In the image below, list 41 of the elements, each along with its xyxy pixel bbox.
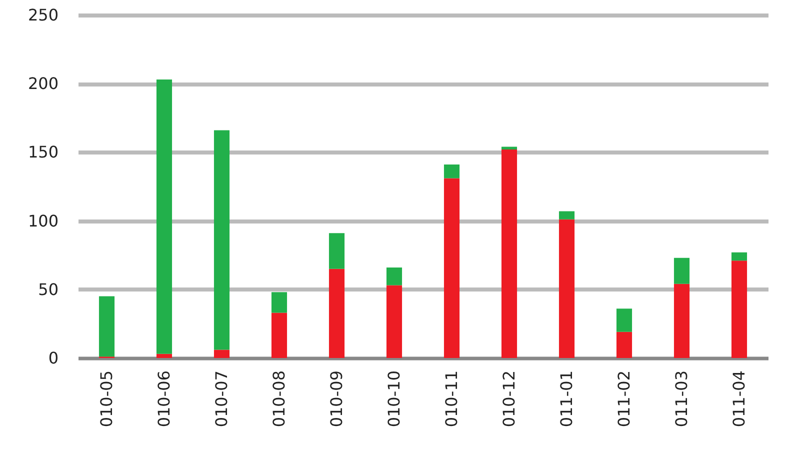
x-tick-label: 011-04 [729,370,748,428]
x-tick-label: 010-12 [499,370,518,428]
bar [156,79,172,354]
x-tick-label: 010-08 [269,370,288,428]
bar [386,285,402,358]
x-tick-label: 010-09 [326,370,346,428]
bar [271,312,288,358]
y-tick-label: 200 [28,74,58,94]
bar [731,260,748,358]
x-tick-label: 010-05 [96,370,116,428]
bar [386,267,402,286]
bar [674,284,690,358]
bar [98,296,115,357]
x-tick-label: 011-02 [614,370,634,428]
bar [444,178,460,358]
bar [271,292,288,313]
x-tick-label: 010-07 [212,370,231,428]
bar [731,252,748,261]
bar [444,164,460,178]
bar [558,211,575,220]
y-tick-label: 100 [28,211,58,230]
bar [501,146,518,150]
bar [328,268,345,358]
bar [501,149,518,358]
bar [616,308,632,332]
bar [616,332,632,358]
bar [328,233,345,269]
x-tick-label: 011-03 [672,370,691,428]
bar [214,350,230,358]
bar [674,258,690,284]
x-tick-label: 010-06 [154,370,174,428]
bar [214,130,230,350]
y-tick-label: 250 [28,6,58,24]
x-tick-label: 010-10 [384,370,404,428]
bar [558,219,575,358]
x-tick-label: 010-11 [442,370,461,428]
bar [156,354,172,358]
y-tick-label: 0 [48,348,58,368]
y-tick-label: 150 [28,142,58,162]
x-tick-label: 011-01 [556,370,576,428]
y-tick-label: 50 [38,280,58,299]
